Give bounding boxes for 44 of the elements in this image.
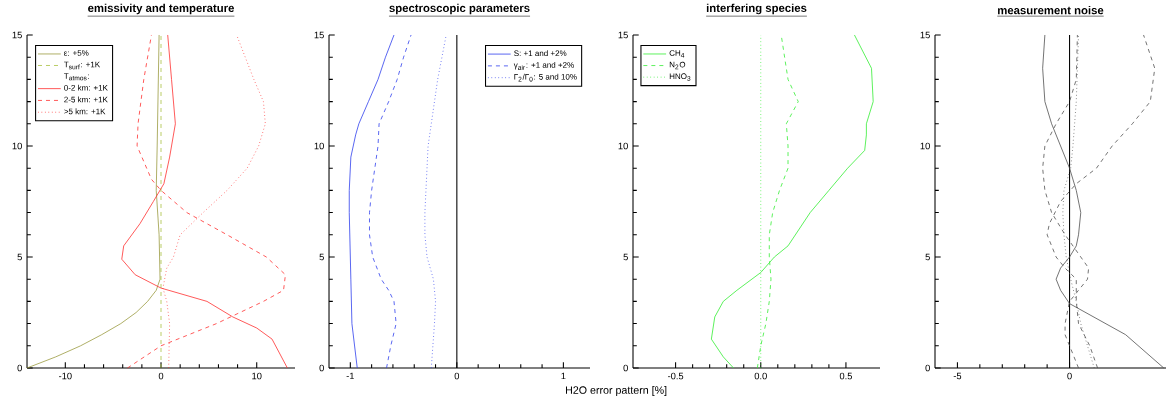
- chart-title: interfering species: [706, 3, 807, 15]
- legend-label: HNO$_{3}$: [669, 73, 691, 81]
- y-tick-label: 10: [618, 142, 628, 150]
- y-tick-label: 10: [12, 142, 22, 150]
- x-tick-label: -10: [58, 372, 72, 380]
- legend-label: γ$_{air}$: +1 and +2%: [513, 61, 574, 70]
- legend-label: S: +1 and +2%: [514, 50, 567, 57]
- legend-label: 2-5 km: +1K: [64, 96, 108, 103]
- y-tick-label: 15: [12, 31, 22, 39]
- y-tick-label: 0: [623, 364, 628, 372]
- legend-label: 0-2 km: +1K: [64, 84, 108, 91]
- legend-label: N$_{2}$O: [669, 61, 686, 70]
- y-tick-label: 10: [920, 142, 930, 150]
- x-tick-label: 0.0: [754, 372, 767, 380]
- y-tick-label: 10: [314, 142, 324, 150]
- legend-label: >5 km: +1K: [64, 108, 106, 115]
- legend-label: T$_{surf}$: +1K: [64, 61, 101, 70]
- legend-label: Γ$_{2}$/Γ$_{0}$: 5 and 10%: [514, 73, 577, 82]
- x-tick-label: -0.5: [667, 372, 684, 380]
- x-tick-label: 0: [1067, 372, 1072, 380]
- y-tick-label: 0: [925, 364, 930, 372]
- y-tick-label: 15: [618, 31, 628, 39]
- legend-title: T$_{atmos}$:: [64, 73, 90, 81]
- chart-title: spectroscopic parameters: [389, 3, 530, 15]
- x-tick-label: 1: [561, 372, 566, 380]
- y-tick-label: 5: [623, 253, 628, 261]
- x-axis-title: H2O error pattern [%]: [566, 386, 667, 396]
- y-tick-label: 15: [920, 31, 930, 39]
- chart-title: emissivity and temperature: [88, 3, 234, 15]
- y-tick-label: 5: [17, 253, 22, 261]
- x-tick-label: -5: [953, 372, 962, 380]
- chart-title: measurement noise: [998, 5, 1104, 15]
- y-tick-label: 15: [314, 31, 324, 39]
- x-tick-label: 0.5: [839, 372, 853, 380]
- legend-label: ε: +5%: [64, 50, 89, 56]
- y-tick-label: 5: [925, 253, 930, 261]
- legend-label: CH$_{4}$: [669, 50, 685, 58]
- x-tick-label: 10: [252, 372, 262, 380]
- x-tick-label: 0: [454, 372, 460, 380]
- x-tick-label: 0: [158, 372, 164, 380]
- y-tick-label: 0: [17, 364, 22, 372]
- y-tick-label: 0: [319, 364, 324, 372]
- x-tick-label: -1: [346, 372, 354, 380]
- y-tick-label: 5: [319, 253, 324, 261]
